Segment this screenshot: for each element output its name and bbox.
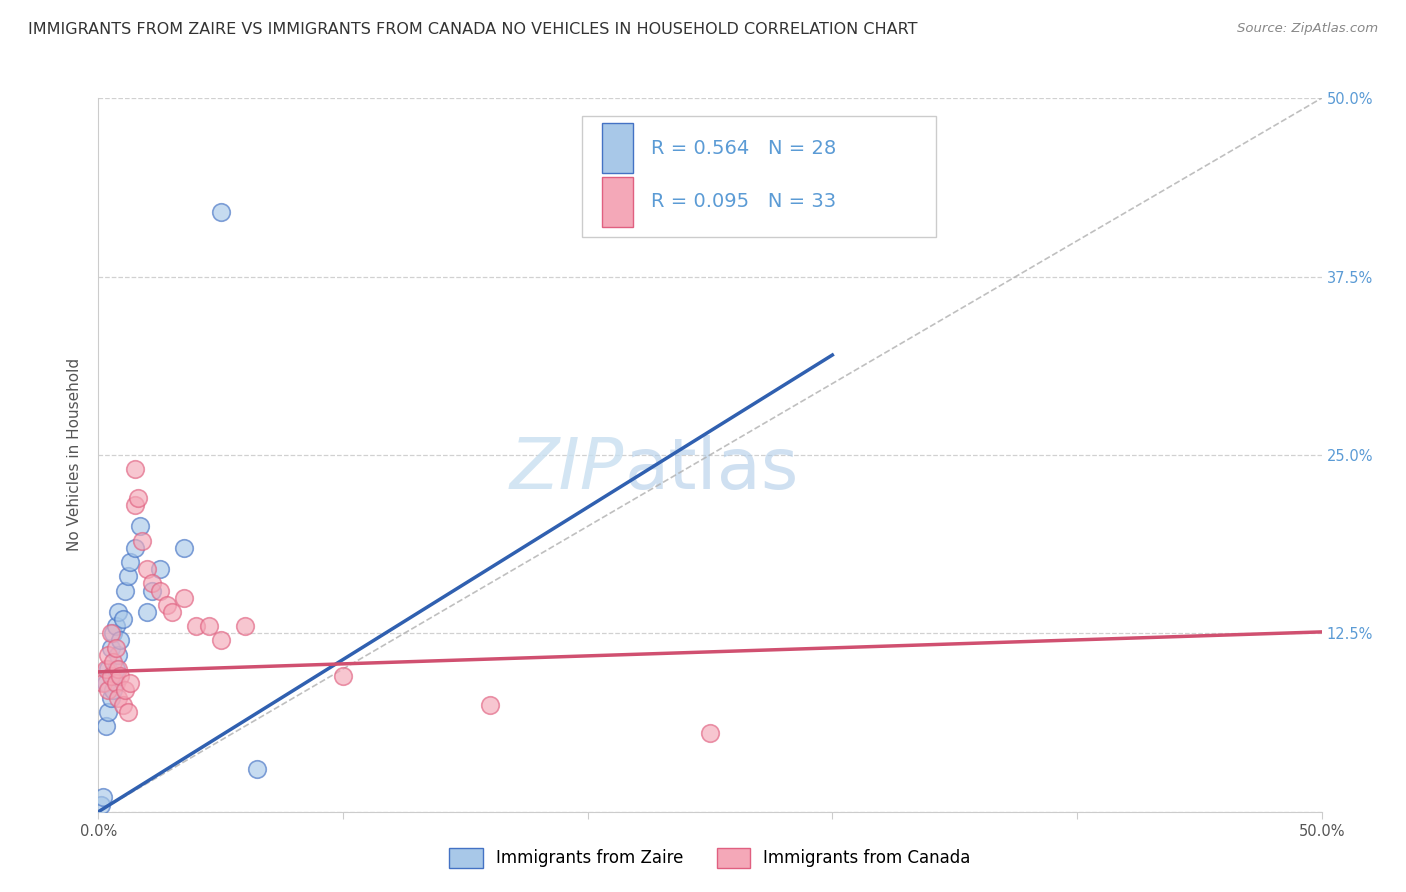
Point <box>197 619 219 633</box>
Point <box>124 498 146 512</box>
Point <box>173 541 195 555</box>
Point <box>127 491 149 505</box>
Point <box>160 605 183 619</box>
Text: Source: ZipAtlas.com: Source: ZipAtlas.com <box>1237 22 1378 36</box>
Point <box>107 662 129 676</box>
Point <box>91 676 114 690</box>
Point <box>233 619 256 633</box>
Point <box>117 705 139 719</box>
Point <box>156 598 179 612</box>
Point <box>136 605 159 619</box>
Point <box>120 676 142 690</box>
Point <box>110 669 132 683</box>
Point <box>149 562 172 576</box>
Point <box>209 205 232 219</box>
Point <box>104 662 127 676</box>
Point <box>100 640 122 655</box>
Point <box>97 648 120 662</box>
Text: IMMIGRANTS FROM ZAIRE VS IMMIGRANTS FROM CANADA NO VEHICLES IN HOUSEHOLD CORRELA: IMMIGRANTS FROM ZAIRE VS IMMIGRANTS FROM… <box>28 22 918 37</box>
Point <box>100 669 122 683</box>
FancyBboxPatch shape <box>582 116 936 237</box>
Point <box>94 662 117 676</box>
Point <box>110 633 132 648</box>
Point <box>124 541 146 555</box>
Point <box>101 655 124 669</box>
Point <box>129 519 152 533</box>
Point <box>97 683 120 698</box>
Point <box>141 583 163 598</box>
Point <box>131 533 153 548</box>
Point <box>209 633 232 648</box>
Point <box>332 669 354 683</box>
Point <box>100 626 122 640</box>
FancyBboxPatch shape <box>602 177 633 227</box>
Text: ZIP: ZIP <box>510 434 624 504</box>
Point <box>91 790 114 805</box>
Point <box>136 562 159 576</box>
Point <box>94 676 117 690</box>
Y-axis label: No Vehicles in Household: No Vehicles in Household <box>67 359 83 551</box>
Point <box>114 583 136 598</box>
Point <box>107 605 129 619</box>
Point <box>117 569 139 583</box>
Point <box>478 698 501 712</box>
Point <box>111 612 134 626</box>
Point <box>173 591 195 605</box>
Point <box>90 797 112 812</box>
FancyBboxPatch shape <box>602 123 633 173</box>
Point <box>111 698 134 712</box>
Text: atlas: atlas <box>624 434 799 504</box>
Point <box>101 683 124 698</box>
Point <box>246 762 269 776</box>
Point <box>114 683 136 698</box>
Point <box>104 619 127 633</box>
Legend: Immigrants from Zaire, Immigrants from Canada: Immigrants from Zaire, Immigrants from C… <box>443 841 977 875</box>
Point <box>124 462 146 476</box>
Point <box>104 640 127 655</box>
Point <box>104 676 127 690</box>
Point <box>97 705 120 719</box>
Point <box>94 719 117 733</box>
Point <box>107 690 129 705</box>
Point <box>97 662 120 676</box>
Point <box>186 619 208 633</box>
Point <box>699 726 721 740</box>
Point <box>101 669 124 683</box>
Point <box>100 690 122 705</box>
Point <box>149 583 172 598</box>
Text: R = 0.564   N = 28: R = 0.564 N = 28 <box>651 138 837 158</box>
Point <box>141 576 163 591</box>
Point <box>101 626 124 640</box>
Text: R = 0.095   N = 33: R = 0.095 N = 33 <box>651 192 837 211</box>
Point <box>120 555 142 569</box>
Point <box>107 648 129 662</box>
